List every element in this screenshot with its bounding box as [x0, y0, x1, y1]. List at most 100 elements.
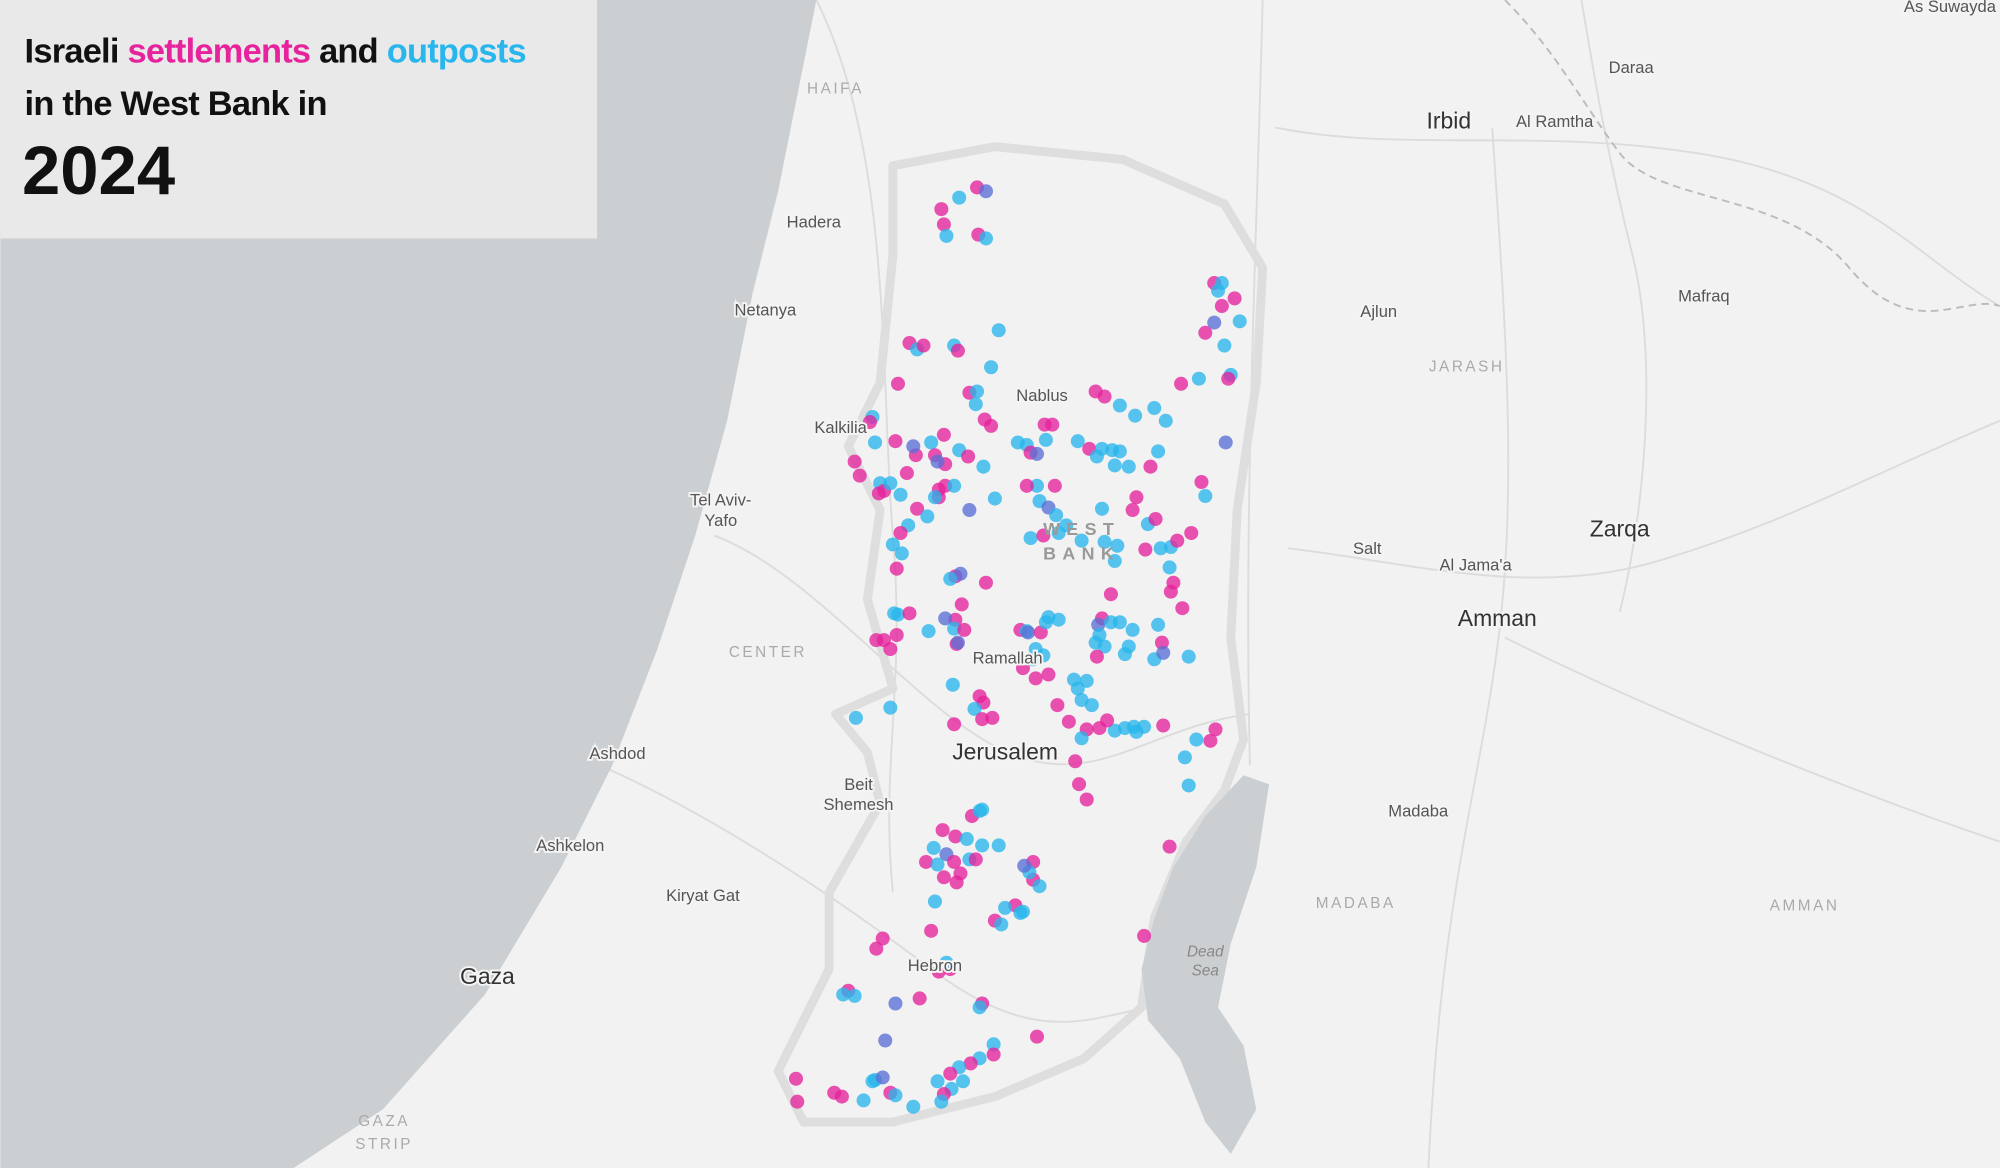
- settlement-dot: [975, 712, 990, 727]
- settlement-dot: [950, 635, 965, 650]
- settlement-dot: [924, 923, 939, 938]
- settlement-dot: [945, 677, 960, 692]
- place-label: Hebron: [908, 956, 962, 975]
- place-label: Irbid: [1427, 107, 1472, 133]
- settlement-dot: [890, 607, 906, 622]
- place-label: Shemesh: [823, 795, 893, 814]
- settlement-dot: [871, 486, 886, 501]
- place-label: Madaba: [1388, 802, 1449, 821]
- title-line-2: in the West Bank in: [25, 85, 327, 123]
- settlement-dot: [1162, 839, 1177, 854]
- place-label: Hadera: [787, 213, 842, 232]
- settlement-dot: [883, 476, 898, 491]
- settlement-dot: [1156, 645, 1171, 660]
- settlement-dot: [893, 525, 908, 541]
- settlement-dot: [1170, 533, 1185, 548]
- settlement-dot: [991, 838, 1006, 853]
- title-settlements: settlements: [127, 33, 310, 71]
- settlement-dot: [984, 418, 999, 433]
- settlement-dot: [1125, 622, 1140, 637]
- place-label: JARASH: [1429, 358, 1505, 375]
- place-label: Zarqa: [1590, 516, 1650, 542]
- place-label: Amman: [1458, 605, 1537, 631]
- settlement-dots: [788, 180, 1247, 1114]
- settlement-dot: [972, 1000, 987, 1015]
- place-label: AMMAN: [1770, 898, 1840, 915]
- settlement-dot: [910, 501, 925, 516]
- place-label: Nablus: [1016, 386, 1068, 405]
- settlement-dot: [978, 231, 993, 246]
- settlement-dot: [970, 384, 985, 399]
- place-label: Jerusalem: [952, 739, 1058, 765]
- settlement-dot: [1138, 542, 1153, 557]
- roads: [599, 0, 2000, 1168]
- settlement-dot: [976, 459, 991, 474]
- settlement-dot: [1218, 435, 1233, 450]
- place-label: BANK: [1043, 543, 1120, 563]
- settlement-dot: [930, 857, 945, 872]
- settlement-dot: [1084, 698, 1099, 713]
- settlement-dot: [1070, 681, 1085, 696]
- settlement-dot: [986, 1037, 1001, 1052]
- settlement-dot: [1174, 376, 1189, 391]
- settlement-dot: [1036, 528, 1051, 543]
- place-label: Yafo: [704, 511, 737, 530]
- settlement-dot: [888, 434, 903, 449]
- settlement-dot: [1181, 778, 1196, 793]
- title-line-1: Israeli settlements and outposts: [25, 33, 526, 71]
- west-bank-border: [773, 142, 1268, 1127]
- settlement-dot: [1029, 1029, 1044, 1044]
- place-label: Ashkelon: [536, 836, 604, 855]
- settlement-dot: [930, 1074, 945, 1089]
- settlement-dot: [1097, 389, 1112, 404]
- settlement-dot: [947, 717, 962, 732]
- settlement-dot: [1029, 446, 1044, 461]
- settlement-dot: [991, 323, 1006, 338]
- place-label: Ajlun: [1360, 302, 1397, 321]
- settlement-dot: [1107, 554, 1122, 569]
- settlement-dot: [875, 1070, 890, 1085]
- settlement-dot: [916, 338, 931, 353]
- settlement-dot: [847, 454, 862, 469]
- settlement-dot: [968, 397, 983, 412]
- settlement-dot: [934, 202, 949, 217]
- settlement-dot: [1112, 615, 1127, 630]
- settlement-dot: [984, 360, 999, 375]
- settlement-dot: [899, 466, 914, 481]
- settlement-dot: [1198, 325, 1213, 340]
- settlement-dot: [1089, 449, 1104, 464]
- settlement-dot: [1151, 617, 1166, 632]
- settlement-dot: [978, 184, 993, 199]
- settlement-dot: [1207, 315, 1222, 330]
- settlement-dot: [949, 875, 964, 890]
- place-label: Netanya: [735, 301, 797, 320]
- settlement-dot: [987, 491, 1002, 506]
- place-label: Al Jama'a: [1440, 556, 1513, 575]
- settlement-dot: [1153, 541, 1168, 556]
- settlement-dot: [893, 487, 908, 502]
- settlement-dot: [926, 840, 941, 855]
- settlement-dot: [1125, 503, 1140, 518]
- settlement-dot: [1015, 904, 1030, 919]
- settlement-dot: [1100, 713, 1115, 728]
- settlement-dot: [1045, 417, 1060, 432]
- settlement-dot: [1154, 635, 1169, 650]
- settlement-dot: [1094, 501, 1110, 516]
- settlement-dot: [1049, 508, 1064, 523]
- settlement-dot: [912, 991, 927, 1006]
- place-label: Ramallah: [973, 649, 1043, 668]
- settlement-dot: [1147, 401, 1162, 416]
- settlement-dot: [1148, 511, 1163, 526]
- settlement-dot: [962, 503, 977, 518]
- settlement-dot: [888, 996, 903, 1011]
- title-year: 2024: [22, 132, 175, 209]
- title-word: and: [319, 33, 378, 71]
- settlement-dot: [943, 571, 958, 586]
- settlement-dot: [1051, 612, 1066, 627]
- settlement-dot: [1097, 639, 1112, 654]
- settlement-dot: [921, 624, 936, 639]
- settlement-dot: [1089, 649, 1104, 664]
- dead-sea: [1141, 775, 1270, 1154]
- settlement-dot: [963, 1056, 978, 1071]
